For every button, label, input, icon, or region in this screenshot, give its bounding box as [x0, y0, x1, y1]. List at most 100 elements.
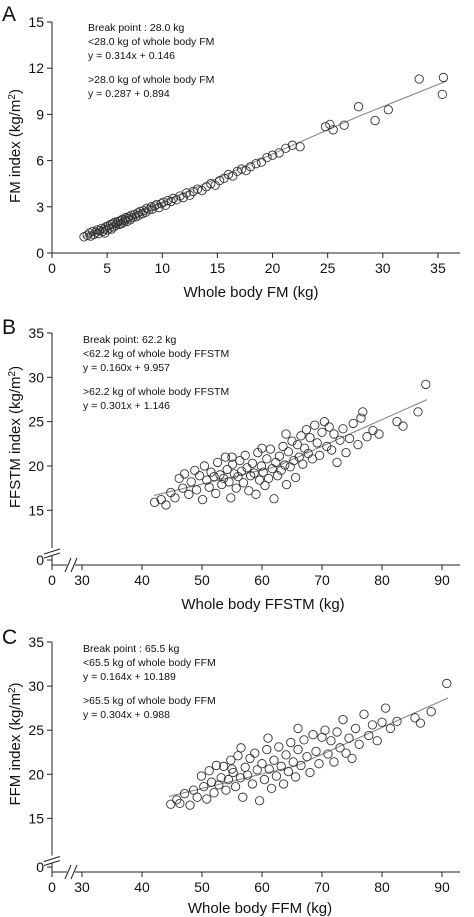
panel-c-data-point: [278, 779, 289, 789]
panel-a-annotation-line: Break point : 28.0 kg: [88, 22, 184, 34]
panel-c-annotation-line: >65.5 kg of whole body FFM: [83, 695, 216, 707]
panel-b-data-point: [413, 407, 423, 417]
panel-b-data-point: [356, 413, 366, 423]
panel-a-data-point: [98, 226, 108, 237]
panel-c-data-point: [192, 792, 202, 802]
panel-b-data-point: [290, 472, 301, 483]
panel-c-x-tick-label: 30: [74, 879, 90, 895]
panel-c-data-point: [247, 779, 258, 789]
panel-b-data-point: [285, 462, 295, 472]
panel-b-x-tick-label: 30: [74, 572, 90, 588]
panel-b-x-break-mark: [64, 557, 72, 573]
panel-b-data-point: [312, 438, 322, 448]
panel-b-data-point: [257, 443, 267, 453]
panel-c-data-point: [262, 744, 272, 755]
panel-c-data-point: [276, 761, 286, 771]
panel-b-data-point: [289, 455, 299, 466]
panel-a-y-tick-label: 0: [36, 245, 44, 261]
panel-c-data-point: [332, 727, 342, 737]
panel-b-data-point: [256, 461, 267, 471]
panel-a-data-point: [181, 188, 192, 198]
panel-b: B Break point: 62.2 kg <62.2 kg of whole …: [2, 316, 460, 613]
panel-b-data-point: [199, 461, 210, 471]
panel-b-data-point: [319, 416, 330, 427]
panel-b-letter: B: [2, 316, 16, 339]
panel-c-data-point: [367, 720, 378, 730]
panel-c-data-point: [286, 737, 296, 748]
panel-c-annotation-line: Break point : 65.5 kg: [83, 643, 179, 655]
panel-c-y-tick-label: 20: [28, 766, 44, 782]
panel-a-data-point: [437, 89, 448, 100]
panel-a-data-point: [135, 206, 145, 217]
panel-a-data-point: [287, 140, 298, 150]
panel-c-data-point: [211, 760, 222, 771]
panel-a-x-tick-label: 15: [210, 260, 226, 276]
panel-b-data-point: [174, 473, 184, 484]
panel-c-data-point: [236, 743, 246, 753]
panel-c-y-tick-label: 35: [28, 634, 44, 650]
panel-c-data-point: [259, 774, 270, 785]
panel-c-data-point: [185, 800, 195, 810]
panel-b-data-point: [298, 459, 308, 469]
panel-b-data-point: [263, 473, 274, 484]
panel-b-data-point: [218, 473, 229, 484]
panel-c-data-point: [216, 773, 226, 783]
panel-c-data-point: [290, 772, 301, 782]
panel-c-data-point: [240, 762, 250, 772]
panel-c-y-tick-label: 15: [28, 810, 44, 826]
panel-b-data-point: [421, 379, 431, 390]
panel-b-y-tick-label: 30: [28, 369, 44, 385]
panel-a-annotation-line: >28.0 kg of whole body FM: [88, 74, 214, 86]
panel-b-data-point: [258, 467, 268, 477]
panel-c-data-point: [293, 744, 303, 755]
panel-b-data-point: [240, 450, 250, 460]
panel-a-letter: A: [2, 3, 16, 26]
panel-c-data-point: [245, 753, 255, 764]
panel-b-data-point: [362, 432, 372, 442]
panel-a-annotation-line: <28.0 kg of whole body FM: [88, 36, 214, 48]
panel-c-data-point: [179, 789, 190, 799]
panel-c-data-point: [350, 723, 361, 734]
panel-c-y-axis-title: FFM index (kg/m2): [7, 682, 24, 805]
panel-b-data-point: [191, 485, 202, 495]
panel-a-data-point: [141, 207, 151, 217]
panel-a-x-tick-label: 25: [320, 260, 336, 276]
panel-c-data-point: [392, 716, 402, 727]
panel-c-data-point: [347, 753, 357, 764]
panel-c-data-point: [283, 766, 294, 777]
panel-a-data-point: [149, 201, 160, 211]
panel-c-data-point: [410, 713, 420, 723]
panel-a-y-axis-title: FM index (kg/m2): [7, 89, 24, 203]
panel-b-data-point: [236, 466, 247, 476]
panel-c-annotation-line: <65.5 kg of whole body FFM: [83, 657, 216, 669]
panel-a-data-point: [295, 142, 305, 152]
panel-a-data-point: [102, 225, 112, 235]
panel-b-data-point: [276, 465, 286, 476]
panel-a-data-point: [188, 186, 198, 197]
panel-b-y-tick-label: 0: [36, 552, 44, 568]
panel-c-x-break-mark: [64, 864, 72, 880]
panel-a-x-axis-title: Whole body FM (kg): [183, 284, 318, 301]
panel-a-y-tick-label: 15: [28, 14, 44, 30]
panel-c-data-point: [415, 718, 426, 728]
panel-a-y-tick-label: 6: [36, 153, 44, 169]
panel-b-data-point: [178, 483, 188, 493]
panel-c-data-point: [172, 795, 182, 805]
panel-c-data-point: [372, 736, 382, 746]
panel-b-data-point: [262, 454, 272, 464]
panel-a-data-point: [325, 119, 335, 130]
panel-c-data-point: [338, 714, 348, 725]
panel-a-data-point: [251, 159, 261, 169]
panel-a-data-point: [383, 105, 393, 115]
panel-b-y-break-mark: [43, 548, 61, 555]
panel-b-data-point: [197, 494, 208, 505]
panel-b-data-point: [251, 489, 261, 499]
panel-a-data-point: [146, 202, 156, 212]
panel-c-data-point: [341, 748, 351, 758]
panel-b-data-point: [235, 455, 245, 466]
panel-b-fit-line: [274, 399, 428, 468]
panel-c-data-point: [359, 709, 369, 719]
panel-a-data-point: [156, 199, 166, 209]
panel-c-letter: C: [2, 626, 17, 649]
